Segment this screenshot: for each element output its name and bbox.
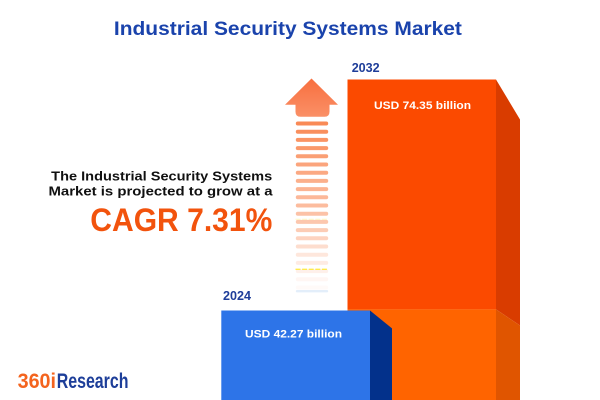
svg-text:USD 74.35 billion: USD 74.35 billion (374, 100, 471, 112)
svg-text:Industrial Security Systems Ma: Industrial Security Systems Market (114, 19, 463, 40)
svg-text:USD 42.27 billion: USD 42.27 billion (245, 329, 342, 341)
svg-text:Market is projected to grow at: Market is projected to grow at a (49, 185, 274, 199)
svg-text:360i: 360i (18, 370, 56, 393)
svg-text:CAGR 7.31%: CAGR 7.31% (90, 202, 272, 238)
svg-text:Research: Research (57, 370, 129, 393)
svg-text:2032: 2032 (352, 61, 380, 75)
svg-text:2024: 2024 (223, 289, 251, 303)
svg-text:The Industrial Security System: The Industrial Security Systems (51, 169, 272, 183)
